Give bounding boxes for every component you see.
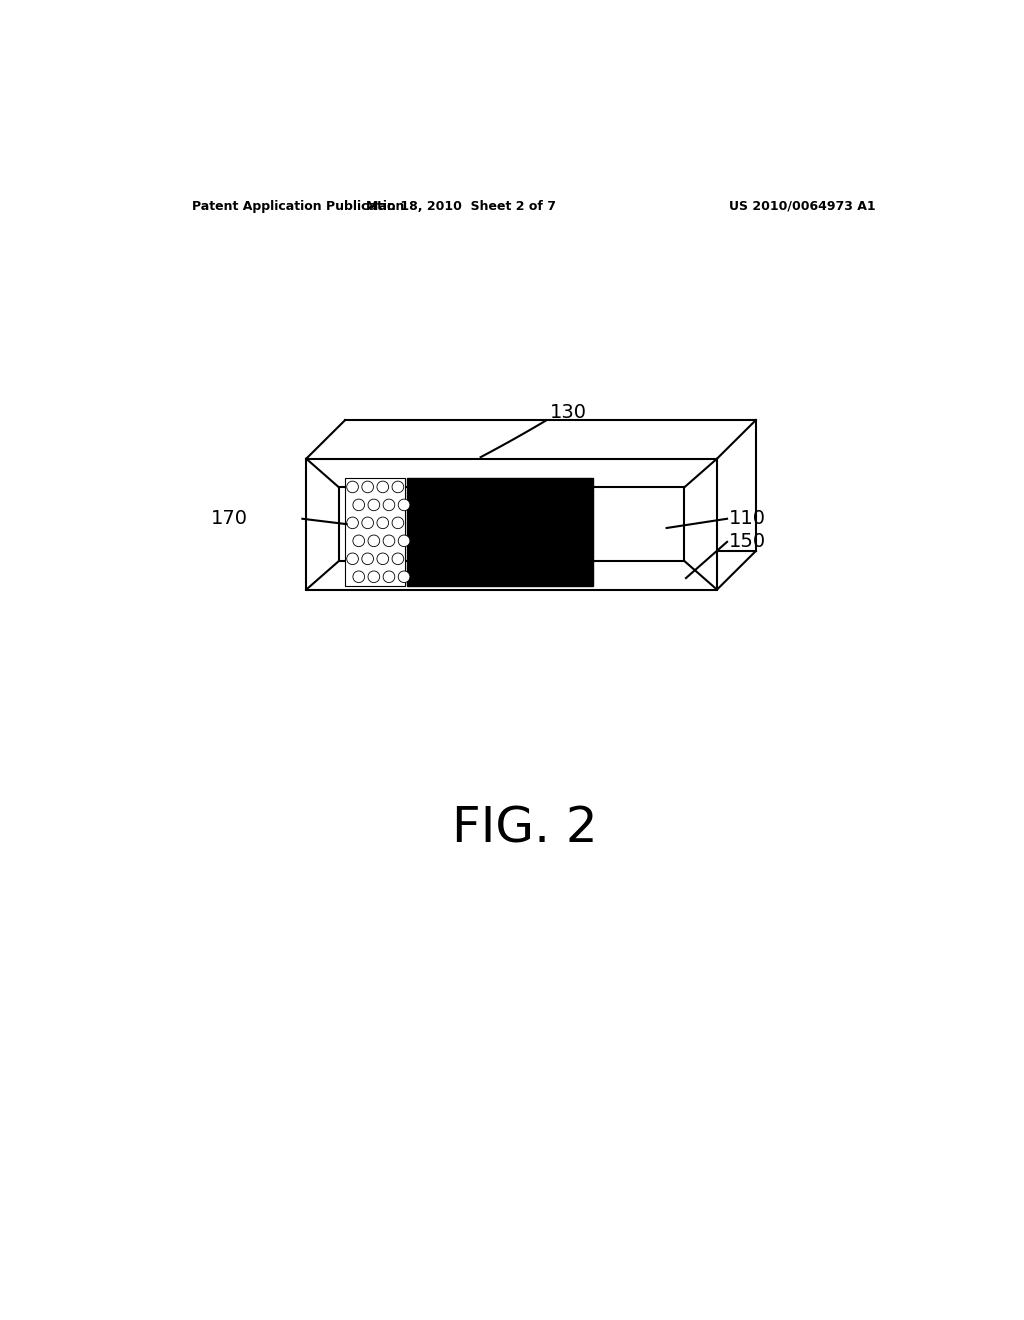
Bar — [407, 478, 593, 586]
Circle shape — [368, 499, 380, 511]
Circle shape — [377, 480, 389, 492]
Text: US 2010/0064973 A1: US 2010/0064973 A1 — [729, 199, 876, 213]
Circle shape — [377, 553, 389, 565]
Circle shape — [383, 499, 395, 511]
Text: Mar. 18, 2010  Sheet 2 of 7: Mar. 18, 2010 Sheet 2 of 7 — [367, 199, 556, 213]
Circle shape — [368, 535, 380, 546]
Text: FIG. 2: FIG. 2 — [452, 804, 598, 853]
Text: 150: 150 — [729, 532, 766, 552]
Text: 110: 110 — [729, 510, 766, 528]
Circle shape — [398, 535, 410, 546]
Circle shape — [347, 480, 358, 492]
Text: 130: 130 — [550, 403, 588, 422]
Circle shape — [361, 553, 374, 565]
Circle shape — [353, 499, 365, 511]
Circle shape — [353, 535, 365, 546]
Circle shape — [368, 572, 380, 582]
Circle shape — [347, 517, 358, 529]
Circle shape — [361, 480, 374, 492]
Bar — [339, 487, 684, 561]
Circle shape — [392, 517, 403, 529]
Circle shape — [353, 572, 365, 582]
Circle shape — [361, 517, 374, 529]
Circle shape — [383, 535, 395, 546]
Circle shape — [392, 553, 403, 565]
Circle shape — [398, 499, 410, 511]
Text: Patent Application Publication: Patent Application Publication — [191, 199, 403, 213]
Circle shape — [383, 572, 395, 582]
Circle shape — [392, 480, 403, 492]
Bar — [306, 459, 717, 590]
Circle shape — [347, 553, 358, 565]
Text: 170: 170 — [211, 510, 248, 528]
Circle shape — [398, 572, 410, 582]
Bar — [345, 478, 406, 586]
Circle shape — [377, 517, 389, 529]
